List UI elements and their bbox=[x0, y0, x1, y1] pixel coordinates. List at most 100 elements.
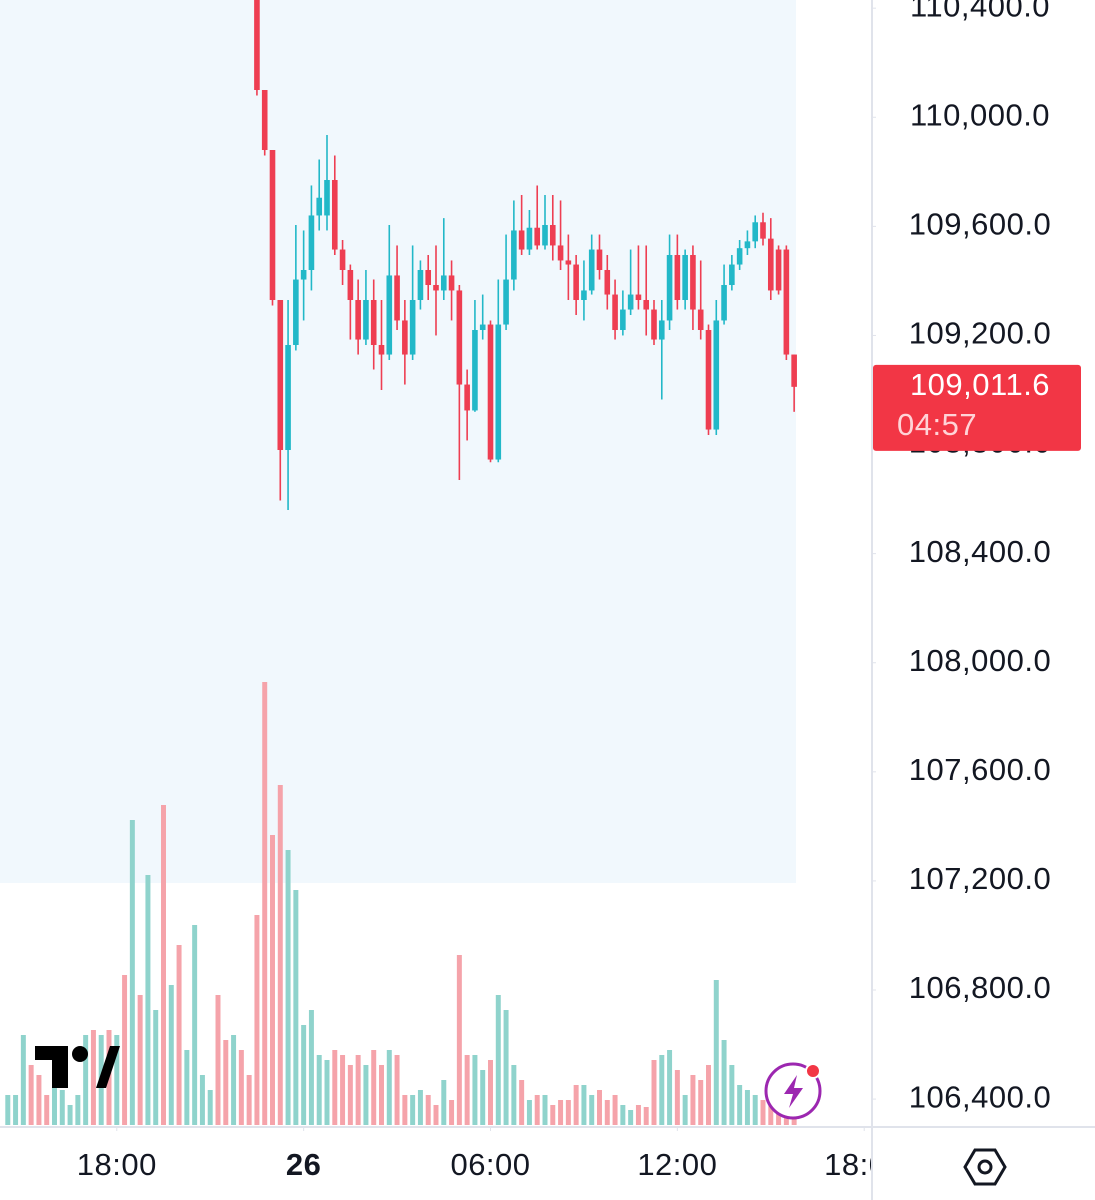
alerts-dot bbox=[805, 1063, 821, 1079]
candle-body bbox=[347, 270, 354, 300]
candle-body bbox=[588, 249, 595, 291]
candle-body bbox=[378, 345, 385, 355]
volume-bar bbox=[620, 1105, 626, 1125]
volume-bar bbox=[721, 1040, 727, 1125]
candle-body bbox=[596, 249, 603, 270]
candle-body bbox=[604, 270, 611, 295]
candle-body bbox=[705, 330, 712, 430]
countdown-text: 04:57 bbox=[897, 407, 977, 442]
volume-bar bbox=[262, 682, 268, 1125]
candle-body bbox=[261, 90, 268, 150]
candle-body bbox=[464, 384, 470, 411]
volume-bar bbox=[122, 975, 128, 1125]
volume-bar bbox=[52, 1080, 57, 1125]
volume-bar bbox=[129, 820, 135, 1125]
candle-body bbox=[775, 249, 782, 291]
candle-body bbox=[285, 345, 291, 450]
volume-bar bbox=[332, 1050, 338, 1125]
volume-bar bbox=[394, 1055, 400, 1125]
volume-bar bbox=[425, 1095, 431, 1125]
candle-body bbox=[472, 330, 478, 411]
volume-bar bbox=[83, 1035, 89, 1125]
candle-body bbox=[721, 285, 727, 321]
volume-bar bbox=[503, 1010, 509, 1125]
candle-body bbox=[433, 285, 439, 291]
candle-body bbox=[518, 230, 525, 250]
candle-body bbox=[620, 309, 626, 330]
volume-bar bbox=[192, 925, 198, 1125]
candle-body bbox=[549, 225, 556, 246]
logo-t bbox=[35, 1046, 68, 1088]
candle-body bbox=[495, 324, 502, 460]
volume-bar bbox=[223, 1040, 229, 1125]
volume-bar bbox=[690, 1075, 696, 1125]
x-tick-label: 12:00 bbox=[637, 1147, 717, 1182]
volume-bar bbox=[301, 1025, 307, 1125]
candle-body bbox=[666, 255, 673, 321]
volume-bar bbox=[589, 1095, 595, 1125]
volume-bar bbox=[456, 955, 462, 1125]
volume-bar bbox=[768, 1105, 774, 1125]
volume-bar bbox=[565, 1100, 571, 1125]
volume-bar bbox=[558, 1100, 564, 1125]
volume-bar bbox=[75, 1095, 81, 1125]
settings-button[interactable] bbox=[963, 1148, 1007, 1186]
volume-bar bbox=[161, 805, 166, 1125]
y-tick-label: 107,600.0 bbox=[909, 752, 1051, 787]
candle-body bbox=[651, 309, 657, 340]
y-tick-label: 106,400.0 bbox=[909, 1079, 1051, 1114]
volume-bar bbox=[604, 1100, 610, 1125]
candle-body bbox=[557, 245, 564, 261]
volume-bar bbox=[199, 1075, 205, 1125]
y-tick-label: 107,200.0 bbox=[909, 861, 1051, 896]
volume-bar bbox=[371, 1050, 377, 1125]
candle-body bbox=[658, 320, 665, 340]
x-tick-label: 18:00 bbox=[824, 1147, 904, 1182]
volume-bar bbox=[635, 1105, 641, 1125]
volume-bar bbox=[643, 1107, 649, 1125]
y-tick-label: 108,000.0 bbox=[909, 643, 1051, 678]
candle-body bbox=[783, 249, 790, 355]
volume-bar bbox=[511, 1065, 517, 1125]
volume-bar bbox=[13, 1095, 19, 1125]
candle-body bbox=[511, 230, 517, 280]
candle-body bbox=[394, 275, 400, 321]
volume-bar bbox=[519, 1080, 525, 1125]
volume-bar bbox=[760, 1100, 766, 1125]
volume-bar bbox=[184, 1050, 190, 1125]
candle-body bbox=[440, 275, 447, 291]
volume-bar bbox=[550, 1105, 556, 1125]
candle-body bbox=[269, 150, 276, 300]
candle-body bbox=[277, 300, 284, 450]
volume-bar bbox=[28, 1065, 34, 1125]
volume-bar bbox=[340, 1055, 346, 1125]
volume-bar bbox=[612, 1095, 618, 1125]
candle-body bbox=[308, 215, 315, 270]
candle-body bbox=[402, 320, 408, 355]
volume-bar bbox=[402, 1095, 408, 1125]
alerts-bolt bbox=[784, 1075, 803, 1108]
candle-body bbox=[635, 294, 642, 300]
candle-body bbox=[534, 227, 541, 246]
volume-bar bbox=[44, 1095, 50, 1125]
candle-body bbox=[370, 300, 377, 345]
volume-bar bbox=[628, 1110, 634, 1125]
volume-bar bbox=[270, 835, 275, 1125]
candle-body bbox=[293, 279, 299, 345]
logo-slash bbox=[96, 1046, 120, 1088]
volume-bar bbox=[316, 1055, 322, 1125]
x-tick-label: 26 bbox=[286, 1147, 321, 1182]
logo-dot bbox=[72, 1046, 88, 1062]
volume-bar bbox=[698, 1080, 704, 1125]
tradingview-logo[interactable] bbox=[35, 1046, 120, 1088]
volume-bar bbox=[573, 1085, 579, 1125]
volume-bar bbox=[246, 1075, 252, 1125]
alerts-button[interactable] bbox=[764, 1062, 822, 1120]
candle-body bbox=[456, 290, 463, 385]
volume-bar bbox=[5, 1095, 11, 1125]
volume-bar bbox=[36, 1075, 42, 1125]
last-price-box bbox=[873, 364, 1081, 451]
candle-body bbox=[627, 294, 634, 310]
volume-bar bbox=[706, 1065, 711, 1125]
